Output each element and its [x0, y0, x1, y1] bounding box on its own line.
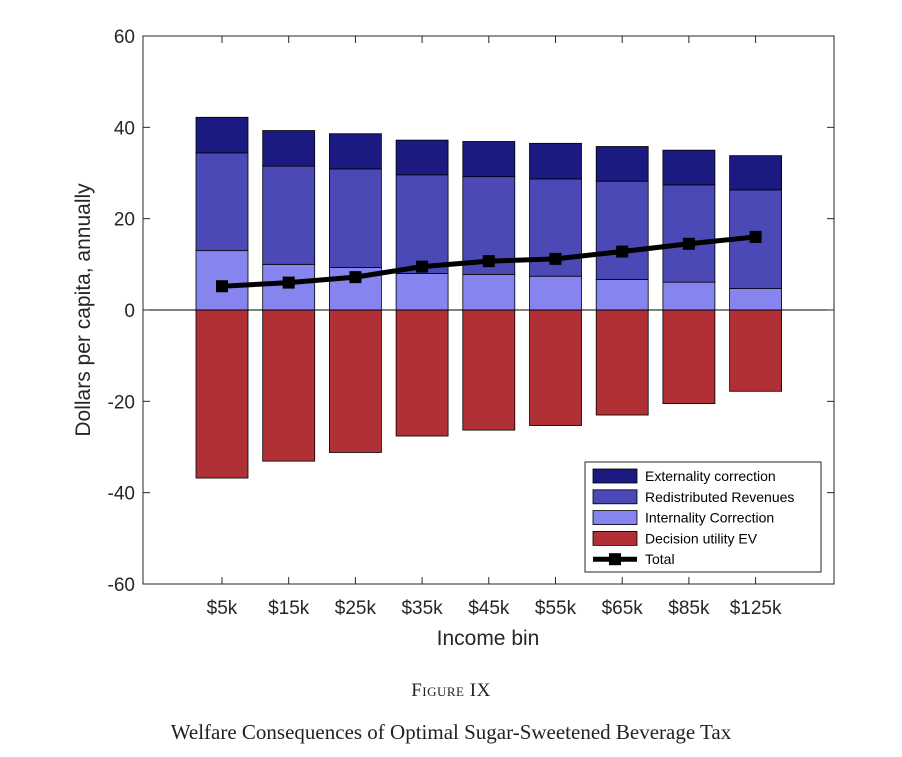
bar-externality-correction-3 — [395, 139, 449, 176]
legend-label-total: Total — [645, 551, 675, 567]
total-marker-8 — [749, 230, 762, 243]
y-tick-label: -60 — [108, 575, 135, 596]
x-tick-label: $35k — [401, 598, 443, 619]
total-marker-0 — [216, 280, 228, 293]
bar-decision-utility-ev-6 — [595, 309, 649, 416]
bar-decision-utility-ev-5 — [529, 309, 582, 426]
total-marker-4 — [482, 255, 495, 268]
bar-internality-correction-3 — [395, 273, 449, 311]
x-tick-label: $25k — [335, 598, 377, 619]
bar-redistributed-revenues-3 — [395, 174, 449, 274]
x-tick-label: $125k — [730, 598, 782, 619]
total-marker-3 — [416, 260, 429, 273]
x-tick-label: $55k — [535, 598, 577, 619]
bar-redistributed-revenues-7 — [662, 184, 716, 283]
legend: Externality correction Redistributed Reve… — [584, 461, 822, 573]
y-tick-label: -40 — [108, 484, 135, 505]
bar-externality-correction-4 — [462, 141, 516, 178]
bar-internality-correction-8 — [729, 288, 782, 311]
figure-label: Figure IX — [411, 680, 491, 701]
bar-decision-utility-ev-3 — [395, 309, 449, 437]
x-tick-label: $15k — [268, 598, 310, 619]
bar-externality-correction-0 — [195, 116, 249, 154]
bar-externality-correction-6 — [595, 146, 649, 182]
total-marker-7 — [682, 237, 695, 250]
legend-label-internality-correction: Internality Correction — [645, 510, 774, 526]
y-tick-label: 40 — [114, 118, 135, 139]
x-axis-title: Income bin — [437, 627, 540, 650]
bar-internality-correction-6 — [595, 279, 649, 311]
legend-label-redistributed-revenues: Redistributed Revenues — [645, 489, 794, 505]
total-marker-6 — [616, 245, 629, 258]
total-marker-1 — [282, 276, 295, 289]
y-tick-label: 20 — [114, 210, 135, 231]
legend-swatch-internality-correction — [592, 510, 638, 526]
x-axis-ticks: $5k $15k $25k $35k $45k $55k $65k $85k $125k — [207, 36, 782, 619]
legend-swatch-redistributed-revenues — [592, 489, 638, 505]
y-axis-title: Dollars per capita, annually — [72, 183, 95, 437]
bar-decision-utility-ev-8 — [729, 309, 782, 392]
bar-redistributed-revenues-1 — [262, 165, 316, 265]
legend-label-externality-correction: Externality correction — [645, 468, 776, 484]
legend-swatch-decision-utility-ev — [592, 531, 638, 546]
bar-redistributed-revenues-6 — [595, 180, 649, 280]
bar-decision-utility-ev-1 — [262, 309, 316, 462]
chart: -60 -40 -20 0 20 40 60 $5k $15k $25k $35k $45k $55k… — [72, 27, 835, 650]
bar-decision-utility-ev-7 — [662, 309, 716, 405]
bar-internality-correction-7 — [662, 281, 716, 311]
y-tick-label: 60 — [114, 27, 135, 48]
bar-internality-correction-5 — [529, 275, 582, 311]
bar-decision-utility-ev-4 — [462, 309, 516, 431]
bar-internality-correction-4 — [462, 273, 516, 311]
y-axis-ticks: -60 -40 -20 0 20 40 60 — [108, 27, 834, 596]
bar-externality-correction-1 — [262, 130, 316, 167]
x-tick-label: $85k — [668, 598, 710, 619]
bar-externality-correction-2 — [328, 133, 382, 170]
y-tick-label: 0 — [124, 301, 135, 322]
legend-marker-total — [609, 553, 621, 566]
figure-caption: Welfare Consequences of Optimal Sugar-Sw… — [170, 720, 732, 744]
bar-externality-correction-5 — [529, 142, 582, 180]
x-tick-label: $5k — [207, 598, 238, 619]
bar-externality-correction-7 — [662, 149, 716, 186]
bar-decision-utility-ev-2 — [328, 309, 382, 453]
bar-redistributed-revenues-0 — [195, 152, 249, 252]
bars-layer — [195, 116, 782, 479]
y-tick-label: -20 — [108, 392, 135, 413]
bar-redistributed-revenues-2 — [328, 168, 382, 268]
bar-externality-correction-8 — [729, 155, 782, 191]
x-tick-label: $65k — [602, 598, 644, 619]
bar-decision-utility-ev-0 — [195, 309, 249, 479]
x-tick-label: $45k — [468, 598, 510, 619]
total-marker-5 — [549, 252, 562, 265]
legend-label-decision-utility-ev: Decision utility EV — [645, 530, 758, 546]
legend-swatch-externality-correction — [592, 468, 638, 484]
total-line-layer — [216, 230, 762, 293]
total-marker-2 — [349, 271, 362, 284]
